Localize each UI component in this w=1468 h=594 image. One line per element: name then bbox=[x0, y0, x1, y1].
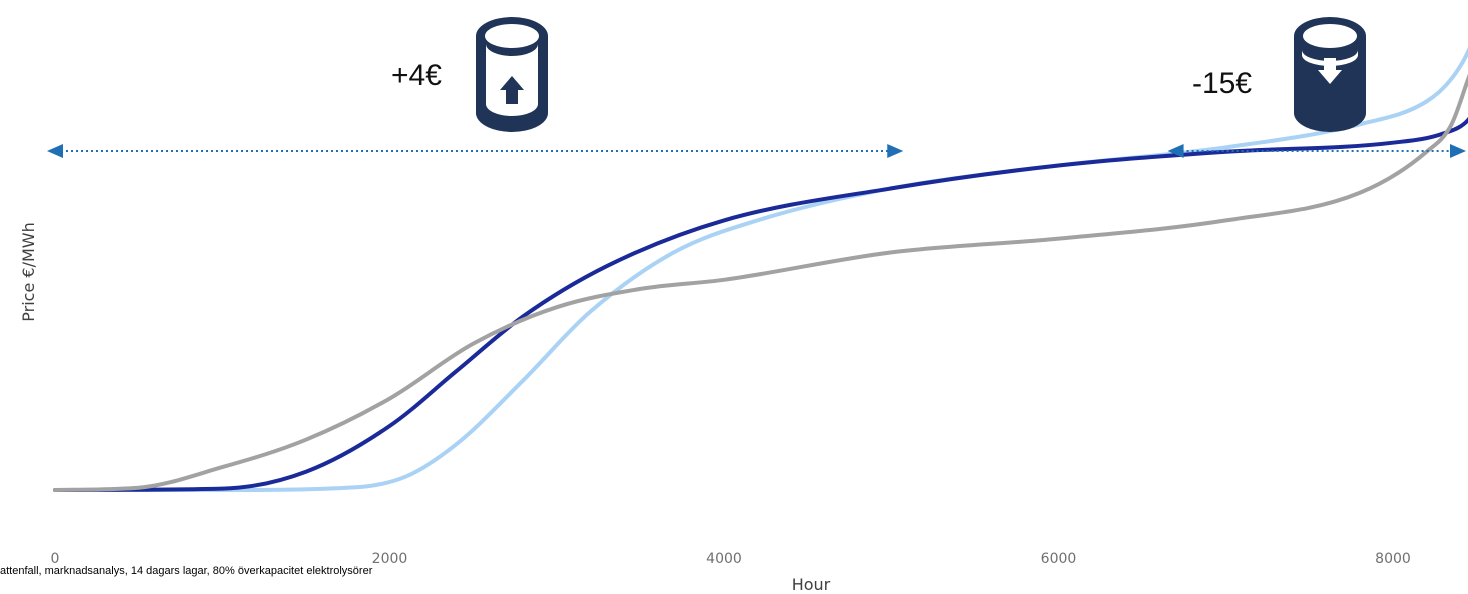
annotation-text-plus: +4€ bbox=[391, 59, 442, 92]
range-arrow-2 bbox=[1167, 144, 1466, 158]
series-layer bbox=[53, 46, 1468, 493]
range-arrow-1 bbox=[47, 144, 904, 158]
y-axis-title: Price €/MWh bbox=[19, 222, 38, 321]
x-axis-ticks: 0 2000 4000 6000 8000 bbox=[51, 551, 1411, 567]
footnote: attenfall, marknadsanalys, 14 dagars lag… bbox=[0, 565, 373, 577]
x-tick-label: 6000 bbox=[1041, 551, 1077, 567]
series-line-3 bbox=[53, 73, 1468, 492]
storage-fill-up-icon bbox=[476, 17, 548, 132]
x-axis-title: Hour bbox=[792, 575, 831, 594]
series-line-2 bbox=[53, 116, 1468, 492]
x-tick-label: 4000 bbox=[706, 551, 742, 567]
x-tick-label: 8000 bbox=[1375, 551, 1411, 567]
annotation-text-minus: -15€ bbox=[1192, 67, 1252, 100]
arrow-layer bbox=[47, 144, 1466, 158]
series-line-1 bbox=[53, 46, 1468, 493]
x-tick-label: 2000 bbox=[372, 551, 408, 567]
storage-discharge-icon bbox=[1294, 17, 1366, 132]
x-tick-label: 0 bbox=[51, 551, 60, 567]
